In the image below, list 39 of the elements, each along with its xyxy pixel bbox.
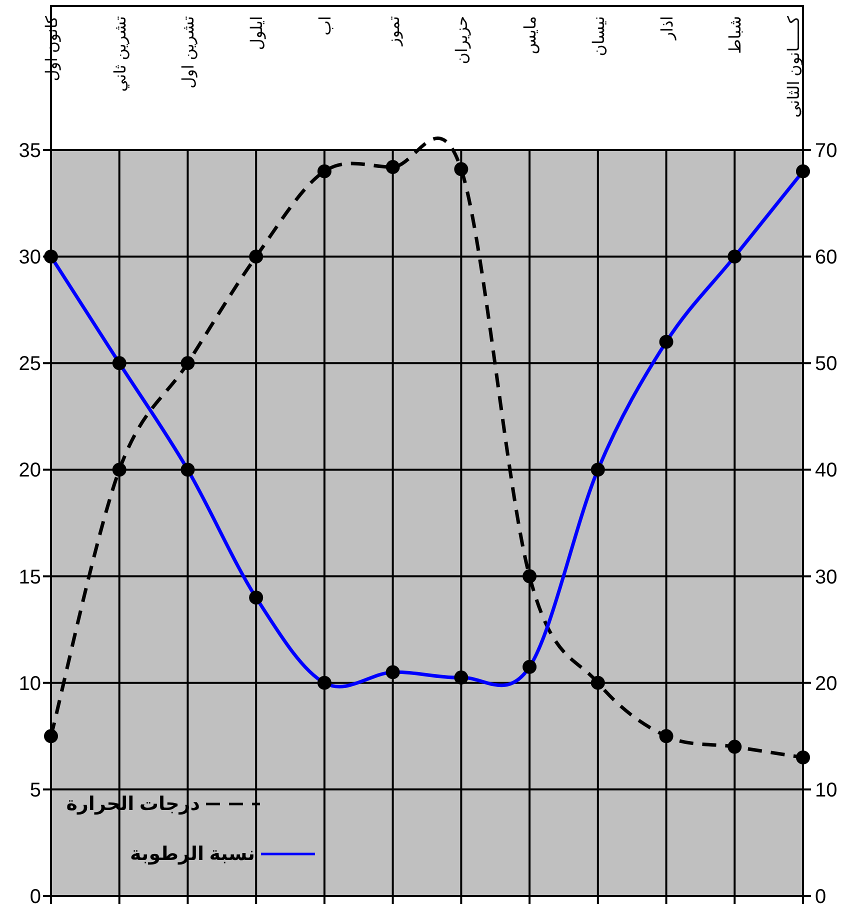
x-tick-label: ايلول: [249, 16, 266, 50]
x-tick-label: اذار: [659, 16, 676, 41]
x-tick-label: اب: [317, 16, 334, 36]
x-tick-label: تموز: [386, 16, 403, 47]
x-tick-label: كـــــانون الثاني: [786, 16, 803, 118]
y-tick-label: 20: [18, 460, 41, 482]
point: [386, 160, 400, 174]
y-tick-label: 15: [18, 566, 41, 588]
y-tick-label: 5: [30, 779, 41, 802]
point: [659, 729, 674, 744]
y2-tick-label: 30: [815, 566, 838, 588]
x-tick-label: مايس: [522, 16, 540, 54]
point: [317, 164, 332, 178]
point: [44, 729, 58, 744]
point: [454, 162, 468, 176]
point: [249, 250, 264, 264]
y-tick-label: 25: [18, 353, 41, 376]
x-tick-label: تشرين اول: [180, 16, 198, 88]
y-tick-label: 30: [18, 246, 41, 269]
y2-tick-label: 70: [815, 140, 838, 162]
y2-tick-label: 50: [815, 353, 838, 376]
x-tick-label: حزيران: [454, 16, 472, 64]
point: [112, 462, 126, 477]
y2-tick-label: 0: [815, 886, 826, 908]
point: [728, 740, 742, 754]
y2-tick-label: 20: [815, 672, 838, 695]
y-tick-label: 0: [30, 886, 41, 908]
y2-tick-label: 60: [815, 246, 838, 269]
y2-tick-label: 40: [815, 460, 838, 482]
x-tick-label: نيسان: [590, 16, 608, 56]
point: [180, 356, 195, 370]
x-tick-label: شباط: [728, 16, 745, 54]
point: [522, 569, 537, 584]
point: [796, 750, 810, 764]
y2-tick-label: 10: [815, 779, 838, 802]
x-tick-label: تشرين ثاني: [112, 16, 130, 92]
y-tick-label: 35: [18, 140, 41, 162]
y-tick-label: 10: [18, 672, 41, 695]
point: [590, 676, 605, 690]
